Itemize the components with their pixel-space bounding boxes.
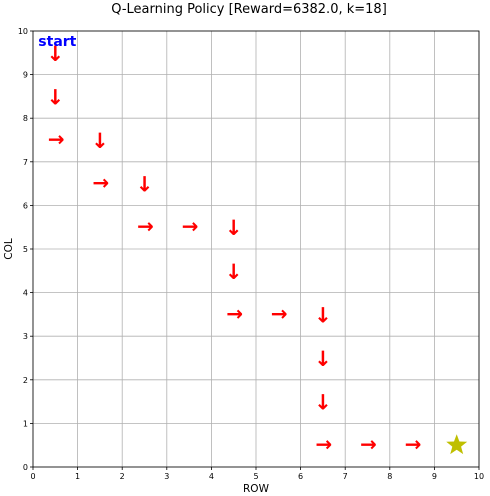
y-tick-label: 8 (23, 114, 28, 123)
x-tick-label: 2 (120, 472, 125, 481)
policy-arrow-down: ↓ (136, 173, 154, 197)
x-tick-label: 0 (30, 472, 35, 481)
policy-arrow-down: ↓ (225, 260, 243, 284)
y-tick-label: 0 (23, 463, 28, 472)
y-tick-label: 4 (23, 289, 28, 298)
x-tick-label: 6 (298, 472, 303, 481)
policy-arrow-down: ↓ (314, 303, 332, 327)
y-tick-label: 5 (23, 245, 28, 254)
axis-ticks: 0 1 2 3 4 5 6 7 8 9 10 0 1 2 3 4 5 6 7 8 9 10 (18, 27, 484, 481)
policy-arrow-right: → (360, 432, 377, 456)
star-icon (446, 434, 468, 455)
start-label: start (38, 34, 76, 50)
x-tick-label: 9 (432, 472, 437, 481)
grid (32, 30, 480, 468)
y-tick-label: 1 (23, 419, 28, 428)
x-tick-label: 7 (343, 472, 348, 481)
y-tick-label: 7 (23, 158, 28, 167)
x-tick-label: 4 (209, 472, 214, 481)
policy-arrow-right: → (182, 214, 199, 238)
policy-arrow-right: → (137, 214, 154, 238)
y-tick-label: 9 (23, 71, 28, 80)
x-axis-label: ROW (243, 483, 270, 495)
y-tick-label: 3 (23, 332, 28, 341)
chart-title: Q-Learning Policy [Reward=6382.0, k=18] (111, 2, 387, 17)
policy-arrow-right: → (271, 301, 288, 325)
plot-frame (32, 30, 480, 468)
policy-arrow-down: ↓ (46, 42, 64, 66)
policy-arrow-down: ↓ (314, 391, 332, 415)
y-axis-label: COL (3, 238, 15, 260)
x-tick-label: 8 (387, 472, 392, 481)
policy-arrow-right: → (48, 127, 65, 151)
x-tick-label: 10 (474, 472, 484, 481)
x-tick-label: 5 (253, 472, 258, 481)
y-tick-label: 2 (23, 376, 28, 385)
y-tick-label: 6 (23, 201, 28, 210)
policy-arrow-right: → (226, 301, 243, 325)
policy-arrow-down: ↓ (314, 347, 332, 371)
policy-arrow-right: → (405, 432, 422, 456)
policy-arrow-down: ↓ (46, 85, 64, 109)
policy-arrow-down: ↓ (225, 216, 243, 240)
policy-arrow-right: → (93, 171, 110, 195)
policy-arrow-right: → (316, 432, 333, 456)
y-tick-label: 10 (18, 27, 28, 36)
policy-marks: ↓ ↓ → ↓ → ↓ → → ↓ ↓ → → ↓ ↓ ↓ → → → start (38, 34, 468, 456)
policy-arrow-down: ↓ (91, 129, 109, 153)
x-tick-label: 1 (75, 472, 80, 481)
x-tick-label: 3 (164, 472, 169, 481)
